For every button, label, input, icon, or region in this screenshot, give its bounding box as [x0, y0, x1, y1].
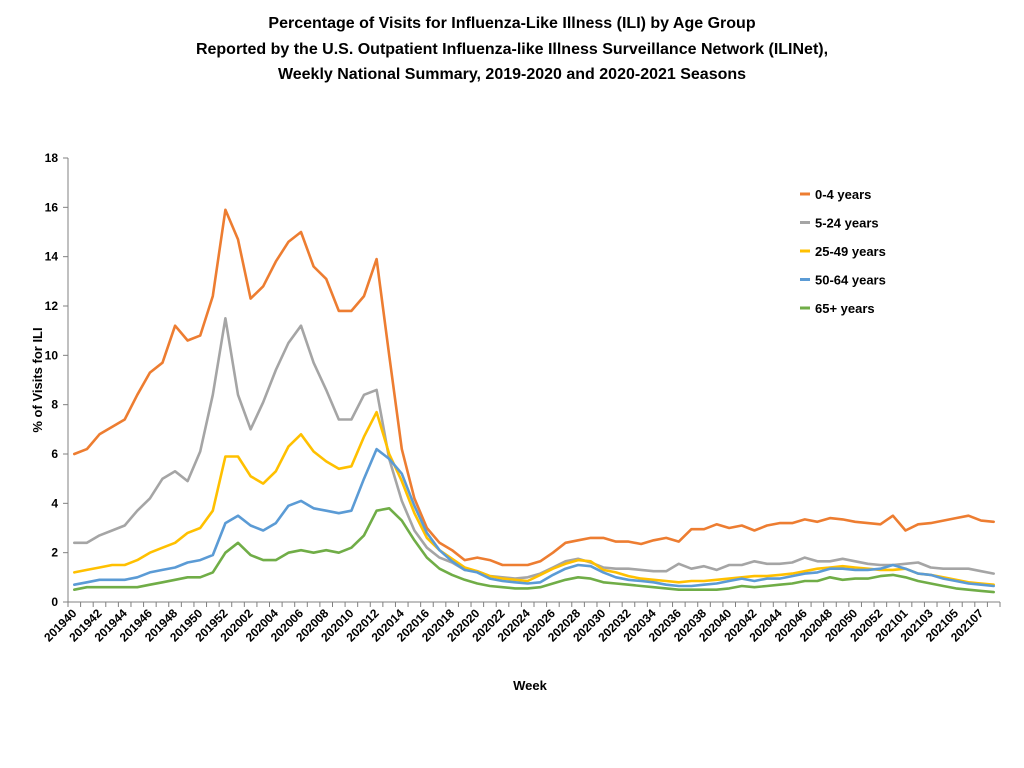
series-line-4 — [73, 506, 996, 594]
y-tick-label: 0 — [51, 595, 58, 609]
series-line-1 — [73, 316, 996, 580]
y-axis-label: % of Visits for ILI — [30, 327, 45, 432]
title-line-3: Weekly National Summary, 2019-2020 and 2… — [278, 66, 746, 83]
legend-label: 65+ years — [815, 301, 875, 316]
series-line-2 — [73, 410, 996, 587]
series-lines — [73, 208, 996, 594]
y-tick-label: 12 — [45, 299, 59, 313]
y-tick-label: 4 — [51, 496, 58, 510]
y-tick-label: 6 — [51, 447, 58, 461]
legend: 0-4 years 5-24 years 25-49 years 50-64 year… — [800, 187, 886, 316]
y-tick-label: 18 — [45, 151, 59, 165]
title-line-1: Percentage of Visits for Influenza-Like … — [268, 15, 755, 32]
legend-label: 25-49 years — [815, 244, 886, 259]
legend-label: 0-4 years — [815, 187, 871, 202]
y-ticks: 0 2 4 6 8 10 12 14 16 18 — [45, 151, 68, 609]
x-axis-label: Week — [513, 678, 547, 693]
x-ticks: 2019402019422019442019462019482019502019… — [41, 602, 1001, 644]
title-line-2: Reported by the U.S. Outpatient Influenz… — [196, 41, 828, 58]
y-tick-label: 8 — [51, 398, 58, 412]
series-line-0 — [73, 208, 996, 567]
legend-label: 50-64 years — [815, 273, 886, 288]
y-tick-label: 16 — [45, 200, 59, 214]
chart-title: Percentage of Visits for Influenza-Like … — [196, 15, 828, 83]
y-tick-label: 10 — [45, 348, 59, 362]
y-tick-label: 2 — [51, 546, 58, 560]
legend-label: 5-24 years — [815, 216, 879, 231]
y-tick-label: 14 — [45, 250, 59, 264]
series-line-3 — [73, 447, 996, 588]
